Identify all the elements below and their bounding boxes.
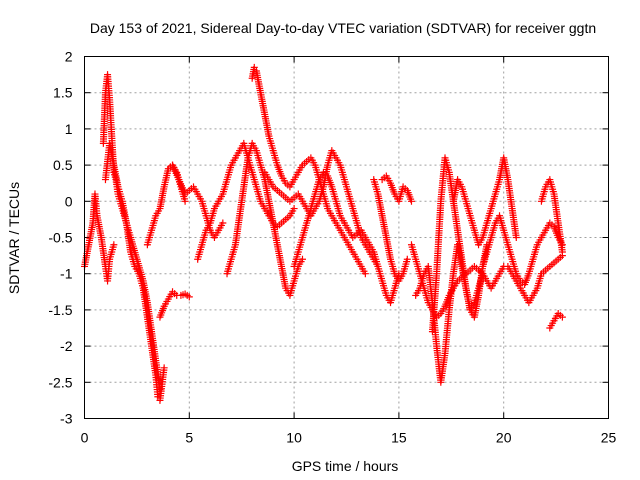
satellite-arc-18 <box>479 212 566 289</box>
y-tick-label: -1 <box>60 266 73 282</box>
y-tick-label: 2 <box>65 49 73 65</box>
data-point <box>407 197 415 205</box>
y-tick-label: 1 <box>65 121 73 137</box>
data-point <box>290 205 298 213</box>
satellite-arc-1 <box>81 190 118 285</box>
y-tick-label: -2.5 <box>48 374 72 390</box>
satellite-arc-4 <box>156 288 193 321</box>
grid-lines <box>84 56 609 419</box>
data-point <box>185 293 193 301</box>
data-point <box>512 234 520 241</box>
satellite-arc-19 <box>504 252 566 307</box>
data-point <box>110 241 118 249</box>
satellite-arc-15 <box>412 241 491 386</box>
data-point <box>558 248 566 256</box>
satellite-arc-12 <box>370 176 411 285</box>
data-point <box>156 386 164 394</box>
data-point <box>298 255 306 263</box>
satellite-arc-21 <box>546 310 566 332</box>
data-point <box>361 270 369 278</box>
y-axis-label: SDTVAR / TECUs <box>6 182 22 294</box>
x-tick-label: 0 <box>81 430 89 446</box>
satellite-arc-20 <box>537 176 566 256</box>
x-tick-label: 15 <box>391 430 407 446</box>
y-tick-label: 0 <box>65 193 73 209</box>
satellite-arc-17 <box>449 154 520 249</box>
data-point <box>479 270 487 278</box>
data-point <box>558 313 566 321</box>
data-point <box>160 364 168 372</box>
data-point <box>403 255 411 263</box>
y-tick-label: 0.5 <box>53 157 73 173</box>
satellite-arc-5 <box>143 161 189 249</box>
y-tick-label: 1.5 <box>53 85 73 101</box>
data-point <box>181 197 189 205</box>
x-tick-label: 20 <box>496 430 512 446</box>
data-points <box>81 63 566 404</box>
plot-frame <box>84 56 609 419</box>
y-tick-label: -3 <box>60 411 73 427</box>
y-tick-label: -0.5 <box>48 230 72 246</box>
y-tick-label: -1.5 <box>48 302 72 318</box>
x-tick-label: 5 <box>185 430 193 446</box>
satellite-arc-3 <box>101 139 164 394</box>
x-tick-label: 10 <box>286 430 302 446</box>
data-point <box>250 63 258 71</box>
satellite-arc-13 <box>378 172 415 205</box>
satellite-arc-16 <box>428 154 487 336</box>
data-point <box>219 219 227 227</box>
x-axis-label: GPS time / hours <box>292 458 399 474</box>
y-tick-label: -2 <box>60 338 73 354</box>
satellite-arc-9 <box>248 63 369 278</box>
x-tick-label: 25 <box>601 430 617 446</box>
satellite-arc-8 <box>223 139 306 299</box>
chart-title: Day 153 of 2021, Sidereal Day-to-day VTE… <box>90 20 596 36</box>
tick-labels: 0 5 10 15 20 25 -3 -2.5 -2 -1.5 -1 -0.5 0 0.5 1 1.5 2 <box>48 49 616 446</box>
